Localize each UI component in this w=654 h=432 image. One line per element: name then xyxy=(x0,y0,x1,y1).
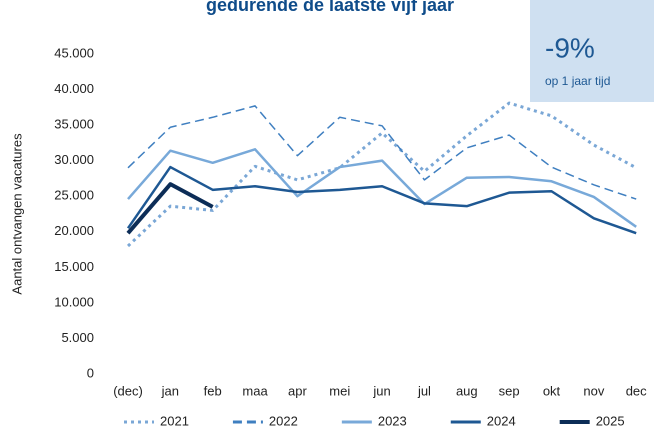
chart-title: gedurende de laatste vijf jaar xyxy=(206,0,454,15)
legend-label: 2023 xyxy=(378,413,407,428)
y-axis-label: Aantal ontvangen vacatures xyxy=(9,133,24,295)
y-tick-label: 30.000 xyxy=(54,152,94,167)
legend-label: 2022 xyxy=(269,413,298,428)
series-line xyxy=(127,148,637,228)
legend-label: 2025 xyxy=(596,413,625,428)
legend-label: 2021 xyxy=(160,413,189,428)
callout-headline: -9% xyxy=(545,32,595,63)
x-tick-label: maa xyxy=(242,383,268,398)
y-tick-label: 40.000 xyxy=(54,81,94,96)
x-tick-label: mei xyxy=(329,383,350,398)
y-tick-label: 15.000 xyxy=(54,259,94,274)
x-tick-label: jun xyxy=(372,383,390,398)
x-tick-label: okt xyxy=(543,383,561,398)
callout-text: op 1 jaar tijd xyxy=(545,74,610,88)
y-tick-label: 35.000 xyxy=(54,117,94,132)
x-tick-label: jan xyxy=(161,383,179,398)
series-line xyxy=(127,105,637,200)
x-tick-label: dec xyxy=(626,383,647,398)
series-line xyxy=(126,101,637,248)
legend-label: 2024 xyxy=(487,413,516,428)
y-tick-label: 20.000 xyxy=(54,223,94,238)
x-tick-label: (dec) xyxy=(113,383,143,398)
series-line xyxy=(126,165,637,235)
x-tick-label: apr xyxy=(288,383,307,398)
y-tick-label: 25.000 xyxy=(54,188,94,203)
x-tick-label: aug xyxy=(456,383,478,398)
y-tick-label: 0 xyxy=(87,365,94,380)
x-tick-label: nov xyxy=(583,383,604,398)
x-tick-label: sep xyxy=(499,383,520,398)
x-tick-label: feb xyxy=(204,383,222,398)
x-tick-label: jul xyxy=(417,383,431,398)
series-line xyxy=(126,182,214,235)
y-tick-label: 45.000 xyxy=(54,45,94,60)
y-tick-label: 10.000 xyxy=(54,294,94,309)
y-tick-label: 5.000 xyxy=(61,330,94,345)
callout-box xyxy=(530,0,654,102)
